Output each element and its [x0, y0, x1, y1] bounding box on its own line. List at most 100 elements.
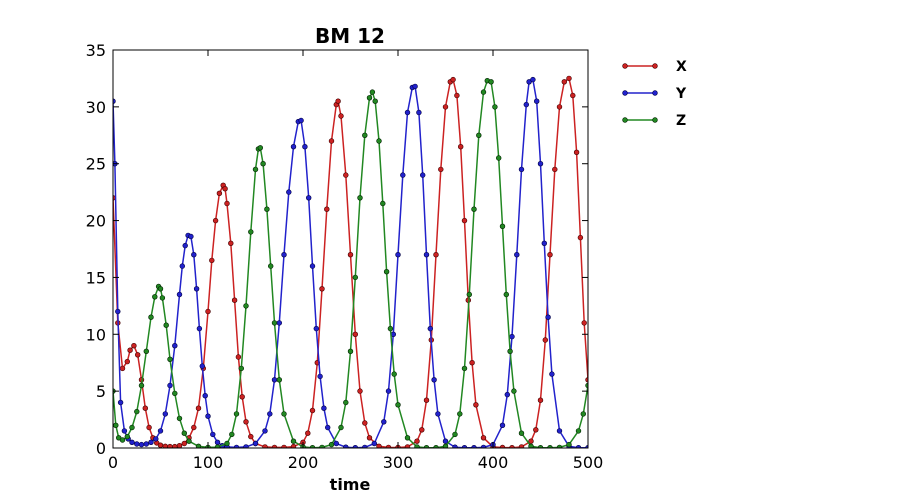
data-point [556, 428, 563, 434]
data-point [547, 252, 553, 258]
data-point [224, 440, 230, 447]
data-point [338, 424, 344, 431]
data-point [473, 402, 479, 408]
data-point [163, 322, 169, 328]
data-point [507, 348, 513, 354]
data-point [335, 98, 341, 104]
data-point [480, 444, 487, 448]
data-point [124, 433, 131, 440]
data-point [504, 391, 510, 398]
data-point [433, 252, 439, 258]
data-point [371, 440, 377, 447]
data-point [191, 424, 197, 431]
legend-label: X [676, 59, 687, 75]
legend-marker [622, 117, 628, 123]
data-point [385, 388, 392, 394]
data-point [276, 320, 282, 326]
data-point [321, 405, 327, 411]
data-point [235, 354, 242, 360]
data-point [362, 420, 368, 426]
data-point [205, 413, 211, 419]
plot-frame [112, 49, 589, 449]
data-point [267, 411, 273, 417]
data-point [298, 117, 304, 124]
data-point [281, 411, 287, 417]
x-tick-label: 0 [108, 453, 118, 472]
data-point [231, 297, 238, 303]
legend-marker [652, 117, 658, 123]
data-point [243, 303, 249, 309]
data-point [191, 252, 197, 258]
data-point [153, 436, 159, 442]
legend-label: Z [676, 113, 686, 129]
data-point [264, 206, 270, 212]
data-point [152, 294, 158, 300]
data-point [238, 365, 245, 372]
data-point [328, 138, 335, 144]
data-point [400, 172, 406, 178]
data-point [357, 195, 363, 201]
legend-marker [652, 63, 658, 69]
data-point [461, 365, 468, 372]
data-point [210, 431, 216, 438]
data-point [452, 444, 458, 448]
data-point [195, 443, 202, 448]
y-tick-label: 20 [86, 212, 106, 231]
data-point [252, 440, 259, 447]
data-point [570, 92, 576, 99]
data-point [172, 343, 178, 349]
data-point [452, 431, 458, 438]
data-point [549, 371, 555, 377]
data-point [281, 444, 287, 448]
data-point [511, 388, 517, 394]
data-point [556, 104, 563, 110]
data-point [518, 430, 525, 436]
data-point [179, 263, 186, 269]
data-point [181, 440, 188, 447]
data-point [414, 444, 420, 448]
data-point [148, 314, 154, 320]
data-point [115, 308, 121, 315]
data-point [343, 444, 349, 448]
data-point [319, 286, 325, 292]
legend-marker [652, 90, 658, 96]
data-point [121, 428, 128, 434]
data-point [143, 348, 150, 354]
data-point [124, 358, 131, 365]
data-point [276, 377, 282, 383]
y-tick-label: 30 [86, 98, 106, 117]
data-point [542, 337, 548, 343]
y-tick-label: 25 [86, 155, 106, 174]
data-point [380, 200, 386, 207]
data-point [257, 145, 263, 151]
data-point [228, 240, 234, 247]
data-point [167, 382, 173, 389]
data-point [499, 223, 506, 230]
data-point [492, 104, 498, 110]
data-point [134, 441, 140, 447]
data-point [528, 443, 534, 448]
data-point [533, 98, 540, 104]
data-point [146, 424, 152, 431]
data-point [347, 348, 354, 354]
data-point [471, 206, 477, 212]
x-tick-label: 500 [573, 453, 604, 472]
data-point [129, 424, 135, 431]
data-point [566, 441, 572, 448]
data-point [271, 444, 278, 448]
data-point [362, 444, 368, 448]
data-point [313, 325, 319, 332]
data-point [281, 252, 287, 258]
data-point [442, 438, 449, 444]
data-point [381, 419, 387, 425]
data-point [376, 138, 382, 144]
data-point [205, 308, 211, 315]
data-point [262, 444, 268, 448]
data-point [233, 444, 240, 448]
data-point [362, 132, 368, 139]
data-point [188, 233, 194, 240]
data-point [503, 291, 509, 298]
data-point [423, 252, 430, 258]
data-point [199, 363, 206, 369]
